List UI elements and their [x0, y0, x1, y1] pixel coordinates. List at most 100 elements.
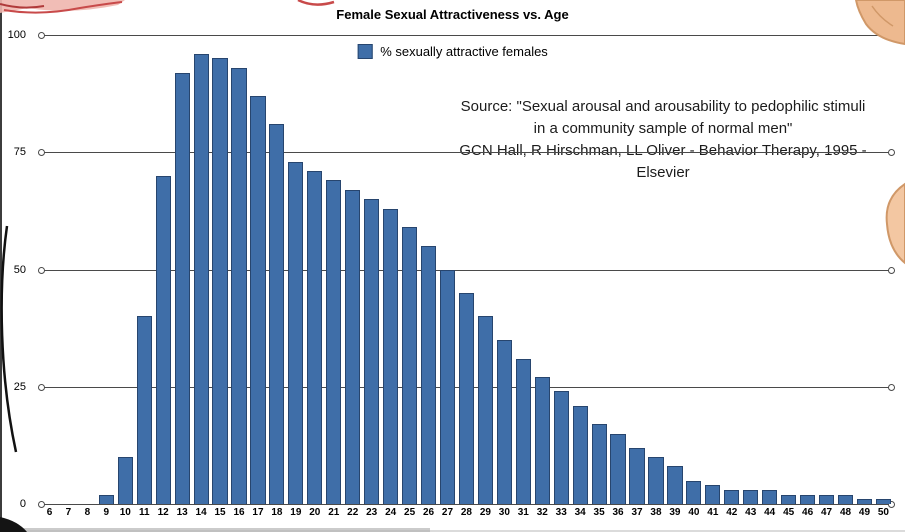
- bar-age-48: [837, 494, 854, 504]
- x-tick-label-44: 44: [764, 507, 776, 518]
- bar-slot: [779, 35, 798, 504]
- x-tick-label-21: 21: [328, 507, 340, 518]
- bar-series: [40, 35, 893, 504]
- source-line-3: GCN Hall, R Hirschman, LL Oliver - Behav…: [459, 142, 867, 181]
- y-tick-label-50: 50: [13, 263, 26, 276]
- bar-slot: [741, 35, 760, 504]
- bar-age-50: [875, 499, 891, 504]
- bar-slot: [248, 35, 267, 504]
- x-tick-label-31: 31: [517, 507, 529, 518]
- bar-slot: [571, 35, 590, 504]
- bar-age-14: [193, 53, 209, 504]
- bar-slot: [684, 35, 703, 504]
- bar-age-31: [515, 358, 531, 504]
- bar-age-49: [856, 499, 873, 504]
- bar-age-25: [402, 227, 418, 504]
- x-tick-label-33: 33: [555, 507, 567, 518]
- x-tick-label-43: 43: [745, 507, 757, 518]
- bar-age-11: [136, 316, 152, 504]
- x-tick-label-6: 6: [46, 507, 53, 518]
- x-tick-label-49: 49: [858, 507, 871, 518]
- bar-age-21: [326, 180, 342, 504]
- bar-slot: [665, 35, 684, 504]
- bar-slot: [552, 35, 571, 504]
- x-tick-label-42: 42: [726, 507, 738, 518]
- gridline-75: [38, 149, 895, 157]
- gridline-end-marker: [888, 501, 895, 508]
- x-axis: 6 7 8 9 10 11 12 13 14 15 16 17 18 19 20 21 22 23 24 25 26 27…: [40, 507, 893, 518]
- bar-age-16: [231, 67, 247, 504]
- bar-age-39: [667, 466, 683, 504]
- decorative-red-squiggle-top: [297, 0, 335, 6]
- x-tick-label-45: 45: [783, 507, 795, 518]
- bar-slot: [211, 35, 230, 504]
- x-tick-label-20: 20: [309, 507, 321, 518]
- bar-slot: [495, 35, 514, 504]
- bar-slot: [135, 35, 154, 504]
- x-tick-label-8: 8: [84, 507, 91, 518]
- gridline-50: [38, 266, 895, 274]
- bar-age-43: [743, 489, 759, 504]
- bar-slot: [647, 35, 666, 504]
- x-tick-label-16: 16: [233, 507, 245, 518]
- x-tick-label-41: 41: [707, 507, 719, 518]
- x-tick-label-10: 10: [119, 507, 131, 518]
- bar-age-9: [98, 494, 114, 504]
- bar-age-30: [496, 339, 512, 504]
- x-tick-label-25: 25: [404, 507, 416, 518]
- bar-age-42: [724, 489, 740, 504]
- bar-slot: [533, 35, 552, 504]
- bar-age-27: [439, 269, 456, 504]
- bar-slot: [760, 35, 779, 504]
- bar-slot: [324, 35, 343, 504]
- y-tick-label-75: 75: [13, 146, 26, 159]
- bar-age-26: [420, 246, 437, 504]
- gridline-end-marker: [888, 266, 895, 274]
- bar-slot: [609, 35, 628, 504]
- x-tick-label-46: 46: [802, 507, 814, 518]
- bar-slot: [817, 35, 836, 504]
- bar-slot: [381, 35, 400, 504]
- bar-age-29: [477, 316, 493, 504]
- bar-slot: [722, 35, 741, 504]
- bar-slot: [305, 35, 324, 504]
- x-tick-label-17: 17: [252, 507, 264, 518]
- chart-title: Female Sexual Attractiveness vs. Age: [336, 7, 569, 22]
- bar-slot: [836, 35, 855, 504]
- x-tick-label-48: 48: [839, 507, 852, 518]
- x-tick-label-18: 18: [271, 507, 283, 518]
- y-tick-label-0: 0: [19, 498, 26, 510]
- bar-slot: [116, 35, 135, 504]
- legend-swatch: [357, 44, 373, 59]
- bar-slot: [476, 35, 495, 504]
- bar-age-45: [781, 494, 797, 504]
- gridline-end-marker: [888, 383, 895, 391]
- x-tick-label-28: 28: [460, 507, 472, 518]
- bar-age-23: [364, 199, 380, 504]
- y-tick-label-25: 25: [13, 380, 26, 393]
- bar-age-20: [307, 171, 323, 504]
- x-tick-label-14: 14: [195, 507, 207, 518]
- x-tick-label-39: 39: [669, 507, 681, 518]
- bar-slot: [40, 35, 59, 504]
- bar-slot: [230, 35, 249, 504]
- bar-slot: [286, 35, 305, 504]
- bottom-left-gray-strip: [0, 528, 430, 532]
- x-tick-label-36: 36: [612, 507, 624, 518]
- bar-age-46: [800, 494, 816, 504]
- bar-age-44: [762, 489, 778, 504]
- bar-age-19: [288, 161, 304, 504]
- x-tick-label-38: 38: [650, 507, 662, 518]
- x-tick-label-34: 34: [574, 507, 586, 518]
- x-tick-label-26: 26: [422, 507, 435, 518]
- bar-age-33: [553, 391, 569, 504]
- bar-age-13: [174, 72, 190, 504]
- gridline-end-marker: [38, 501, 45, 508]
- bar-age-41: [705, 485, 721, 504]
- bar-age-15: [212, 58, 228, 504]
- bar-age-35: [591, 424, 607, 504]
- bar-slot: [97, 35, 116, 504]
- x-tick-label-37: 37: [631, 507, 643, 518]
- bar-age-37: [629, 447, 645, 504]
